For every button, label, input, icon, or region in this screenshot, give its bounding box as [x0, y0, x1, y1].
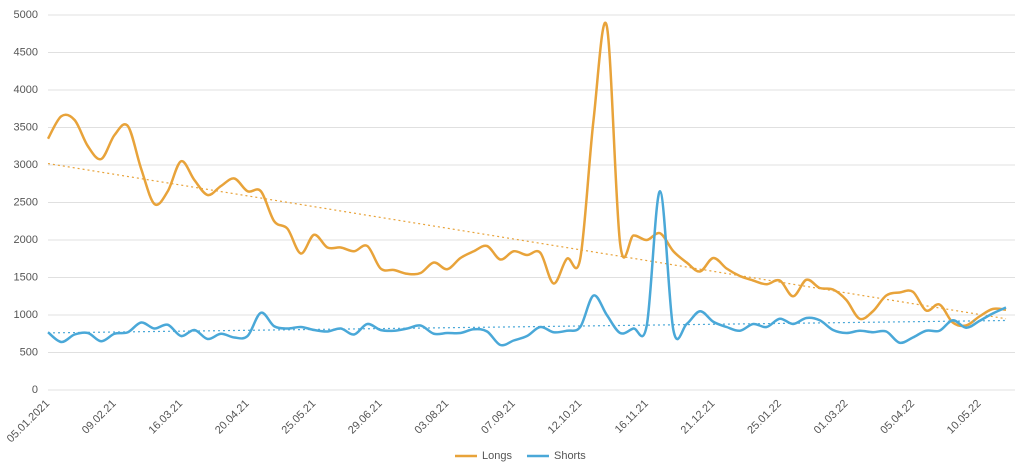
- x-tick-label: 01.03.22: [812, 398, 851, 437]
- x-tick-label: 21.12.21: [679, 398, 718, 437]
- legend-label: Longs: [482, 450, 512, 462]
- x-tick-label: 09.02.21: [80, 398, 119, 437]
- x-tick-label: 20.04.21: [213, 398, 252, 437]
- x-tick-label: 25.01.22: [745, 398, 784, 437]
- y-tick-label: 2500: [14, 196, 38, 208]
- y-tick-label: 5000: [14, 9, 38, 21]
- x-tick-label: 25.05.21: [280, 398, 319, 437]
- y-tick-label: 500: [20, 346, 38, 358]
- y-tick-label: 4500: [14, 46, 38, 58]
- y-tick-label: 3000: [14, 159, 38, 171]
- x-tick-label: 16.03.21: [146, 398, 185, 437]
- x-tick-label: 07.09.21: [479, 398, 518, 437]
- y-tick-label: 1000: [14, 309, 38, 321]
- y-tick-label: 1500: [14, 271, 38, 283]
- x-tick-label: 29.06.21: [346, 398, 385, 437]
- x-tick-label: 12.10.21: [546, 398, 585, 437]
- x-tick-label: 10.05.22: [945, 398, 984, 437]
- trendline: [47, 162, 1007, 320]
- series-line: [46, 21, 1007, 328]
- x-tick-label: 05.04.22: [878, 398, 917, 437]
- x-tick-label: 16.11.21: [613, 398, 651, 436]
- legend-label: Shorts: [554, 450, 586, 462]
- y-tick-label: 2000: [14, 234, 38, 246]
- x-tick-label: 03.08.21: [413, 398, 452, 437]
- y-tick-label: 3500: [14, 121, 38, 133]
- x-tick-label: 05.01.2021: [5, 398, 52, 445]
- y-tick-label: 0: [32, 384, 38, 396]
- series-line: [47, 189, 1007, 347]
- y-tick-label: 4000: [14, 84, 38, 96]
